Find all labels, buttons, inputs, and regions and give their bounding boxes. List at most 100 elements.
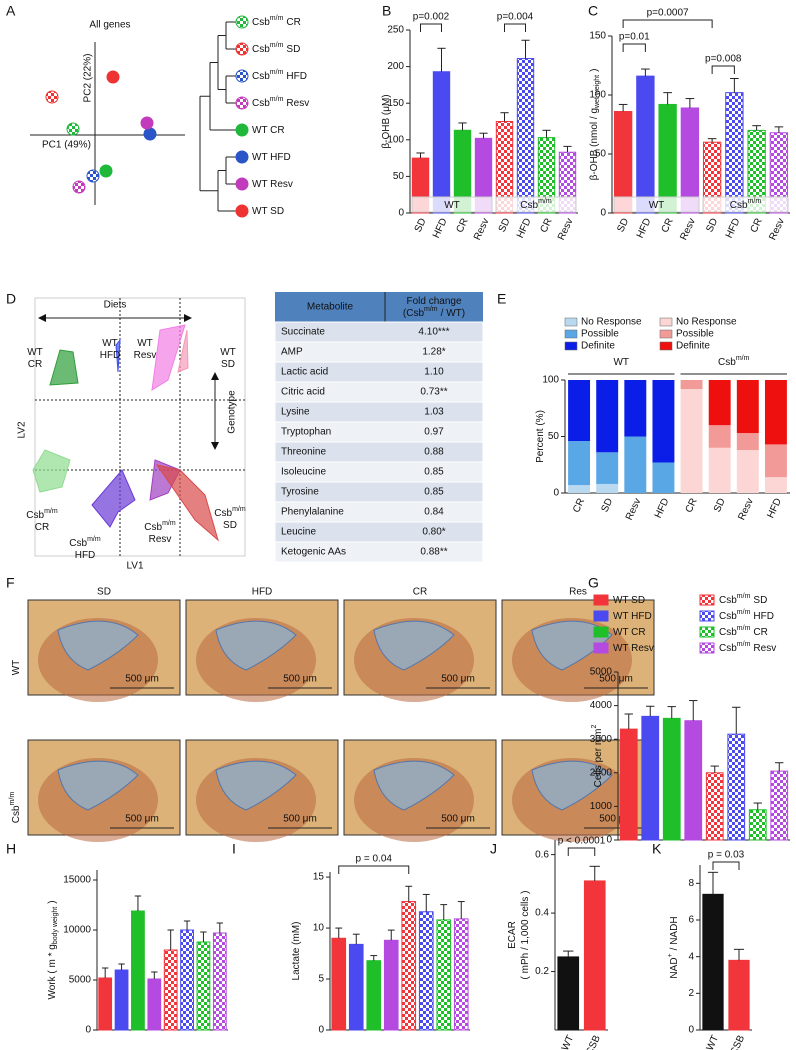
significance-bracket [338,865,410,874]
bar [98,977,113,1031]
y-axis-label-group: β-OHB (nmol / gwet weight) [589,69,601,181]
bar [196,941,211,1031]
group-box [495,196,577,213]
bar [516,58,535,214]
y-tick-label: 100 [387,134,404,145]
y-tick-label: 5000 [69,975,92,986]
legend-swatch [699,626,715,638]
legend-label: Csbm/m HFD [719,609,774,622]
pca-point [99,164,113,178]
table-cell: 4.10*** [418,327,449,338]
panel-label: I [232,841,236,857]
group-label: WT [27,347,43,358]
x-tick-label: HFD [724,217,743,240]
text-part: β-OHB (μM) [381,94,392,148]
group-label: HFD [100,350,121,361]
text-part: HFD [100,350,121,361]
table-cell: 0.80* [422,527,445,538]
dendro-marker [235,69,249,83]
group-hull [49,349,79,386]
superscript: m/m [538,198,552,205]
bar [436,919,452,1031]
text-part: HFD [753,611,774,622]
diets-label: Diets [104,300,127,311]
column-label: SD [97,587,111,598]
group-box [613,196,700,213]
bar [212,932,227,1031]
superscript: m/m [424,306,438,313]
y-axis-label: ( mPh / 1,000 cells ) [520,891,531,980]
genotype-label: Genotype [227,390,238,434]
table-cell: 0.88 [424,447,444,458]
table-row [274,541,484,563]
text-part: Resv [134,350,157,361]
significance-label: p=0.008 [705,54,742,65]
table-header-cell: (Csbm/m / WT) [403,306,465,319]
bar-segment [736,433,759,451]
table-cell: 1.28* [422,347,445,358]
legend-swatch [593,610,609,622]
significance-label: p = 0.03 [708,850,745,861]
bar [770,770,789,841]
text-part: SD [286,44,300,55]
group-label: WT [137,338,153,349]
table-cell: Tryptophan [281,427,331,438]
superscript: m/m [87,536,101,543]
y-tick-label: 150 [387,98,404,109]
text-part: HFD [75,550,96,561]
text-part: (Csb [403,308,425,319]
table-header-cell: Fold change [406,296,461,307]
significance-bracket [622,43,646,52]
text-part: Csb [11,805,22,823]
group-label: Resv [149,534,172,545]
y-tick-label: 1000 [590,801,613,812]
pca-title: All genes [89,20,130,31]
scale-label: 500 μm [441,674,475,685]
y-tick-label: 3000 [590,734,613,745]
legend-swatch [593,626,609,638]
y-tick-label: 10000 [63,925,91,936]
bar-segment [708,447,731,493]
text-part: Csb [252,17,270,28]
scale-label: 500 μm [441,814,475,825]
pca-point [140,116,154,130]
x-tick-label: CSB [728,1033,747,1050]
pca-xlabel: PC1 (49%) [42,140,91,151]
y-tick-label: 0.6 [535,849,549,860]
bar-segment [680,389,703,493]
y-tick-label: 0 [398,208,404,219]
bar [727,733,746,841]
y-tick-label: 200 [387,61,404,72]
pca-point [45,90,59,104]
dendro-label: Csbm/m HFD [252,69,307,82]
x-tick-label: CR [749,217,765,235]
y-tick-label: 15000 [63,875,91,886]
text-part: WT Resv [613,643,654,654]
significance-label: p=0.0007 [647,8,689,19]
legend-swatch [659,341,673,351]
group-hull [91,469,136,528]
stained-region [373,620,455,671]
table-cell: Lactic acid [281,367,328,378]
legend-swatch [564,341,578,351]
bar-segment [764,477,787,493]
legend-swatch [593,594,609,606]
bar [331,937,347,1031]
group-label: Csbm/m [214,506,246,519]
legend-label: Definite [676,341,710,352]
bar-segment [652,380,675,463]
column-label: CR [413,587,427,598]
significance-bracket [567,847,596,856]
y-axis-label: β-OHB (μM) [381,94,392,148]
y-axis-label-group: Lactate (mM) [291,922,302,981]
legend-swatch [659,329,673,339]
legend-swatch [564,317,578,327]
bar [728,959,750,1031]
bar-segment [680,380,703,390]
superscript: m/m [44,508,58,515]
row-label: Csbm/m [9,792,22,824]
legend-label: WT Resv [613,643,654,654]
x-tick-label: SD [413,217,429,234]
text-part: Lactate (mM) [291,922,302,981]
